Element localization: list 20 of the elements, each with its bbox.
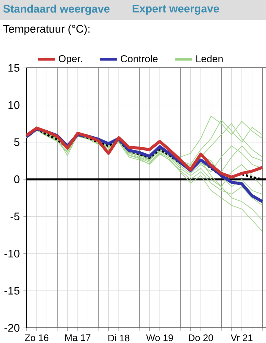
text: Standaard weergave xyxy=(4,4,110,16)
chart-title: Temperatuur (°C): xyxy=(3,24,90,36)
legend-label: Leden xyxy=(196,55,223,63)
x-tick-label: Wo 19 xyxy=(146,334,174,342)
legend-label: Controle xyxy=(121,55,158,63)
y-tick-label: -10 xyxy=(4,250,20,258)
legend-label: Oper. xyxy=(59,55,82,64)
y-tick-label: -15 xyxy=(4,287,20,295)
y-tick-label: -5 xyxy=(10,212,20,221)
y-tick-label: 5 xyxy=(14,138,20,146)
x-tick-label: Zo 16 xyxy=(25,334,49,342)
x-tick-label: Ma 17 xyxy=(66,334,91,342)
text: Expert weergave xyxy=(132,5,220,15)
y-tick-label: 15 xyxy=(8,64,20,72)
x-tick-label: Vr 21 xyxy=(230,334,253,342)
x-tick-label: Di 18 xyxy=(108,334,130,342)
y-tick-label: 10 xyxy=(8,101,20,110)
x-tick-label: Do 20 xyxy=(189,334,214,342)
y-tick-label: 0 xyxy=(14,176,20,184)
y-tick-label: -20 xyxy=(4,324,20,332)
